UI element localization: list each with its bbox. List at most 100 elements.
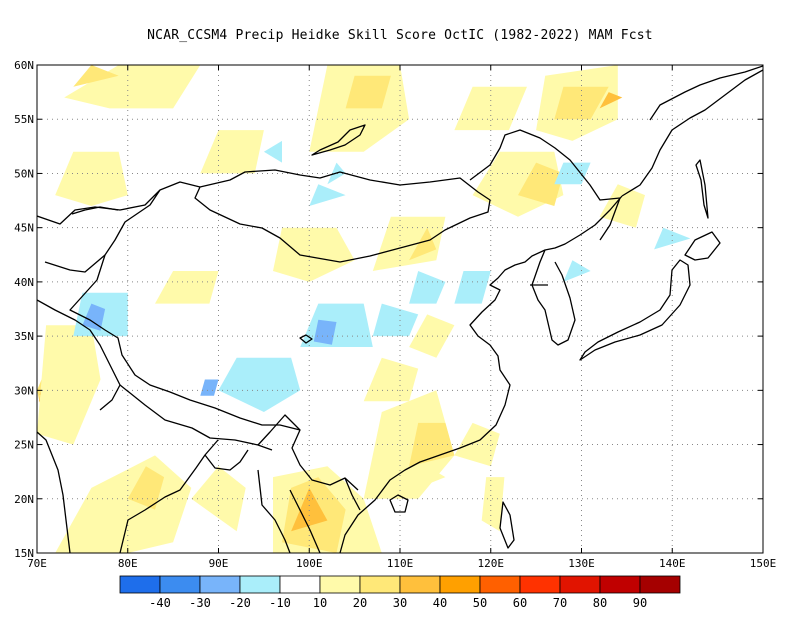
skill-region-47 [563,260,591,282]
skill-region-41 [409,271,446,304]
lat-tick-label: 15N [14,547,34,560]
lat-tick-label: 45N [14,222,34,235]
lat-tick-label: 60N [14,59,34,72]
qinghai-lake [299,334,313,344]
pakistan-border [37,299,121,411]
skill-region-6 [191,466,246,532]
russia-east-coastline [621,69,763,197]
skill-region-21 [64,65,201,109]
skill-region-36 [218,357,301,412]
skill-region-39 [313,319,337,345]
lon-tick-label: 140E [659,557,686,570]
skill-region-26 [454,86,527,131]
skill-region-20 [55,151,128,206]
himalaya-border [119,384,273,451]
colorbar-swatch [359,575,401,594]
lon-tick-label: 130E [568,557,595,570]
southeast-asia-coastline [257,195,623,553]
colorbar: -40 -30 -20 -10 10 20 30 40 50 60 70 80 90 [119,575,681,610]
baikal-lake [311,124,366,156]
skill-region-40 [372,303,419,337]
skill-region-30 [155,271,219,304]
colorbar-swatch [599,575,641,594]
skill-region-15 [273,227,355,282]
skill-region-29 [599,92,623,109]
skill-region-32 [599,184,645,228]
sakhalin-coastline [695,159,709,219]
colorbar-label: 50 [473,596,487,610]
vietnam-border [344,477,361,511]
lat-tick-label: 55N [14,113,34,126]
skill-region-5 [127,466,165,510]
colorbar-swatch [159,575,201,594]
colorbar-label: 20 [353,596,367,610]
colorbar-label: 70 [553,596,567,610]
skill-region-14 [409,314,455,358]
lon-tick-label: 90E [209,557,229,570]
lon-tick-label: 120E [478,557,505,570]
map-title: NCAR_CCSM4 Precip Heidke Skill Score Oct… [147,28,653,43]
skill-region-13 [363,357,419,402]
skill-region-45 [263,140,282,163]
skill-region-33 [481,477,505,532]
colorbar-label: 90 [633,596,647,610]
colorbar-swatch [199,575,241,594]
coastlines-and-borders [37,65,763,553]
colorbar-label: -30 [189,596,211,610]
myanmar-border [257,414,359,491]
china-mongolia-border [194,169,491,263]
colorbar-label: -10 [269,596,291,610]
colorbar-swatch [319,575,361,594]
colorbar-swatch [479,575,521,594]
thailand-border [289,489,321,553]
skill-score-shading [37,65,691,553]
skill-region-46 [654,227,691,250]
colorbar-swatch [519,575,561,594]
korea-coastline [531,249,576,346]
hokkaido-coastline [684,231,721,261]
kamchatka-coastline [649,65,763,121]
japan-coastline [579,259,691,361]
skill-region-16 [372,216,446,271]
colorbar-label: -20 [229,596,251,610]
skill-region-31 [418,466,446,488]
bangladesh-border [204,449,249,471]
skill-region-25 [345,75,391,109]
skill-region-9 [291,487,328,532]
colorbar-label: 10 [313,596,327,610]
lon-tick-label: 150E [750,557,777,570]
skill-region-3 [37,325,101,445]
lon-tick-label: 100E [296,557,323,570]
lat-tick-label: 25N [14,439,34,452]
china-west-border [69,254,301,431]
colorbar-swatch [399,575,441,594]
colorbar-swatch [119,575,161,594]
colorbar-swatch [439,575,481,594]
lat-tick-label: 40N [14,276,34,289]
lon-tick-label: 110E [387,557,414,570]
russia-china-border [469,129,621,241]
colorbar-label: -40 [149,596,171,610]
colorbar-label: 40 [433,596,447,610]
taiwan-coastline [499,501,515,549]
skill-region-17 [409,227,437,261]
skill-region-38 [300,303,373,347]
skill-region-23 [200,130,264,174]
colorbar-swatch [559,575,601,594]
colorbar-swatch [279,575,321,594]
lat-tick-label: 20N [14,493,34,506]
lat-tick-label: 30N [14,384,34,397]
skill-region-37 [200,379,219,396]
hainan-coastline [389,494,409,513]
balkhash-lake [71,206,119,215]
colorbar-swatch [239,575,281,594]
axis-labels: 70E 80E 90E 100E 110E 120E 130E 140E 150E 15N 20N 2… [14,59,776,570]
lat-lon-grid [37,65,763,553]
skill-region-22 [73,65,119,87]
lat-tick-label: 50N [14,167,34,180]
colorbar-label: 30 [393,596,407,610]
skill-region-28 [554,86,609,120]
skill-region-11 [409,422,455,467]
colorbar-label: 60 [513,596,527,610]
